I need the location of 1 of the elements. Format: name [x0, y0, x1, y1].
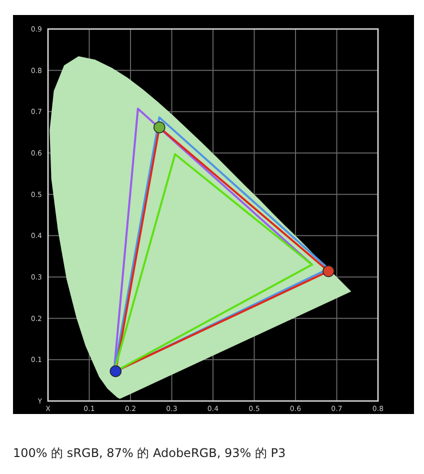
text: 100% 的 sRGB, 87% 的 AdobeRGB, 93% 的 P3 — [13, 446, 286, 460]
